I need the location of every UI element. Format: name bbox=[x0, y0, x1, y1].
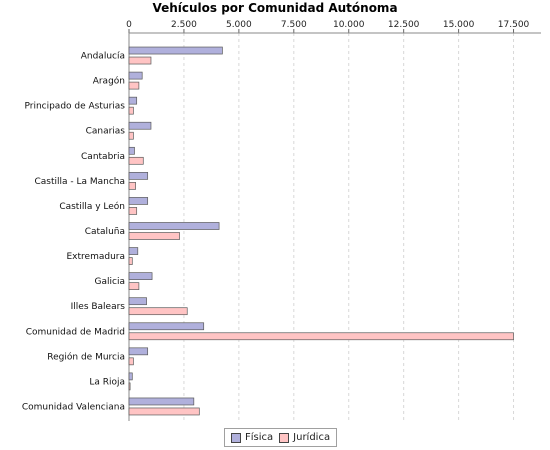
category-label: Región de Murcia bbox=[47, 351, 125, 362]
category-label: Illes Balears bbox=[71, 302, 126, 312]
bar-fisica bbox=[128, 46, 223, 55]
x-tick-label: 0 bbox=[126, 20, 132, 30]
x-tick-label: 7.500 bbox=[281, 20, 307, 30]
bar-juridica bbox=[128, 156, 144, 165]
bar-fisica bbox=[128, 272, 153, 280]
bar-fisica bbox=[128, 121, 152, 130]
x-tick-label: 2.500 bbox=[171, 20, 197, 30]
bar-juridica bbox=[128, 307, 188, 316]
bar-juridica bbox=[128, 207, 138, 215]
bar-juridica bbox=[128, 106, 134, 115]
bar-juridica bbox=[128, 182, 136, 190]
category-label: Comunidad Valenciana bbox=[22, 402, 125, 412]
category-label: La Rioja bbox=[89, 377, 125, 387]
bar-fisica bbox=[128, 372, 133, 381]
category-label: Castilla - La Mancha bbox=[34, 177, 125, 187]
bar-juridica bbox=[128, 232, 180, 240]
bar-juridica bbox=[128, 332, 514, 341]
legend: Física Jurídica bbox=[224, 428, 338, 447]
bar-juridica bbox=[128, 56, 152, 65]
legend-swatch-fisica bbox=[231, 432, 241, 443]
bar-juridica bbox=[128, 282, 140, 290]
bars bbox=[128, 46, 514, 416]
category-label: Principado de Asturias bbox=[24, 102, 125, 112]
x-tick-label: 15.000 bbox=[443, 20, 475, 30]
bar-juridica bbox=[128, 81, 140, 90]
grid-lines bbox=[183, 33, 515, 421]
bar-juridica bbox=[128, 382, 131, 391]
category-label: Cantabria bbox=[81, 152, 125, 162]
category-label: Aragón bbox=[93, 76, 125, 87]
bar-juridica bbox=[128, 407, 200, 416]
category-label: Galicia bbox=[95, 277, 125, 287]
bar-fisica bbox=[128, 146, 135, 155]
bar-juridica bbox=[128, 257, 133, 265]
bar-fisica bbox=[128, 247, 139, 255]
x-tick-label: 12.500 bbox=[388, 20, 420, 30]
bar-fisica bbox=[128, 297, 147, 306]
category-label: Andalucía bbox=[81, 52, 125, 62]
bar-fisica bbox=[128, 197, 149, 205]
bar-fisica bbox=[128, 96, 138, 105]
bar-fisica bbox=[128, 347, 149, 356]
x-tick-label: 17.500 bbox=[498, 20, 530, 30]
x-tick-label: 5.000 bbox=[226, 20, 252, 30]
bar-fisica bbox=[128, 172, 149, 180]
category-label: Castilla y León bbox=[59, 201, 125, 212]
bar-fisica bbox=[128, 71, 143, 80]
chart-title: Vehículos por Comunidad Autónoma bbox=[152, 1, 398, 15]
category-label: Canarias bbox=[86, 127, 126, 137]
category-label: Extremadura bbox=[67, 252, 126, 262]
legend-item-juridica: Jurídica bbox=[279, 432, 330, 443]
legend-label-fisica: Física bbox=[245, 432, 274, 443]
legend-label-juridica: Jurídica bbox=[293, 432, 331, 443]
category-labels: Andalucía Aragón Principado de Asturias Can… bbox=[22, 52, 125, 413]
legend-item-fisica: Física bbox=[231, 432, 273, 443]
bar-fisica bbox=[128, 222, 220, 230]
bar-fisica bbox=[128, 322, 205, 331]
bar-juridica bbox=[128, 131, 134, 140]
axes: 0 2.500 5.000 7.500 10.000 12.500 15.000 17.500 bbox=[126, 20, 541, 421]
legend-swatch-juridica bbox=[279, 432, 290, 443]
category-label: Comunidad de Madrid bbox=[26, 327, 125, 337]
bar-juridica bbox=[128, 357, 134, 366]
bar-fisica bbox=[128, 397, 195, 406]
category-label: Cataluña bbox=[85, 227, 125, 237]
x-tick-label: 10.000 bbox=[333, 20, 365, 30]
